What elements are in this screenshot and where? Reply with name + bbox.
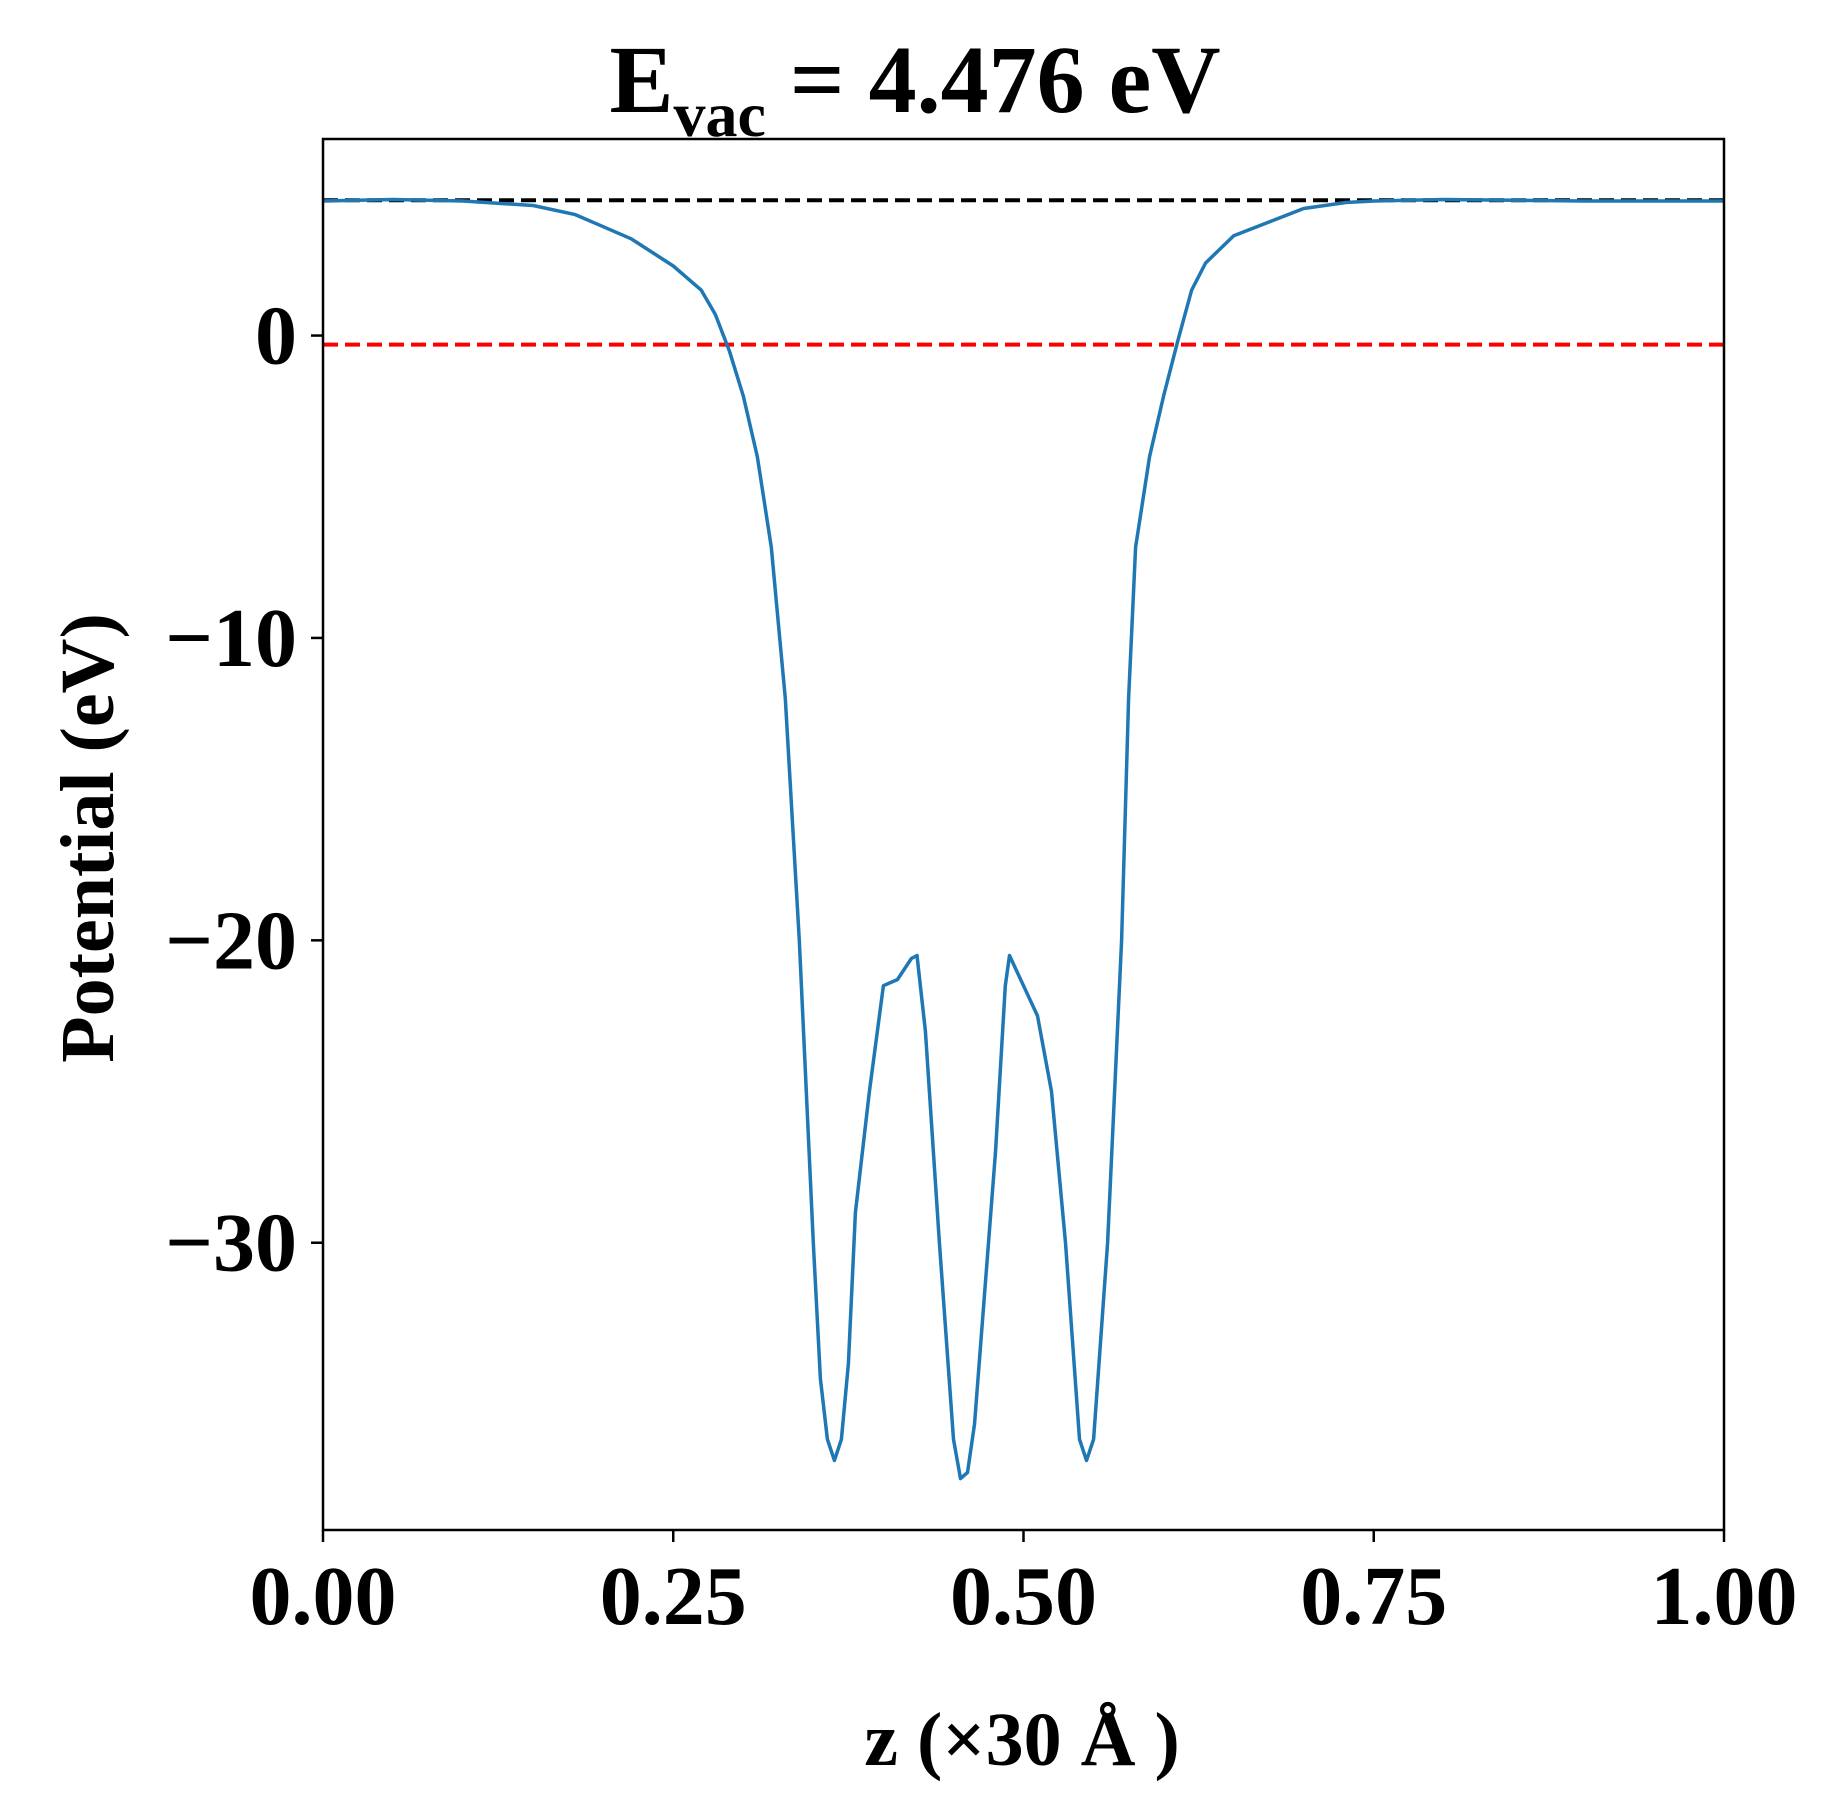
y-tick-label: −30 bbox=[165, 1197, 297, 1290]
x-tick-label: 1.00 bbox=[1651, 1550, 1798, 1643]
plot-frame bbox=[321, 137, 1726, 1532]
reference-lines bbox=[323, 198, 1724, 347]
series-layer bbox=[322, 197, 1724, 1481]
x-axis-ticks: 0.00 0.25 0.50 0.75 1.00 bbox=[250, 1530, 1798, 1643]
title-main: E bbox=[609, 26, 673, 133]
y-axis-ticks: 0 −10 −20 −30 bbox=[165, 290, 323, 1290]
y-tick-label: 0 bbox=[255, 290, 297, 383]
chart-title: Evac = 4.476 eV bbox=[609, 26, 1220, 150]
x-tick-label: 0.75 bbox=[1300, 1550, 1447, 1643]
series-line-0 bbox=[322, 197, 1724, 1481]
y-tick-label: −10 bbox=[165, 592, 297, 685]
y-axis-label: Potential (eV) bbox=[46, 613, 130, 1063]
title-suffix: = 4.476 eV bbox=[766, 26, 1221, 133]
x-axis-label: z (×30 Å ) bbox=[864, 1698, 1180, 1782]
x-tick-label: 0.25 bbox=[600, 1550, 747, 1643]
y-tick-label: −20 bbox=[165, 894, 297, 987]
x-tick-label: 0.50 bbox=[950, 1550, 1097, 1643]
x-tick-label: 0.00 bbox=[250, 1550, 397, 1643]
